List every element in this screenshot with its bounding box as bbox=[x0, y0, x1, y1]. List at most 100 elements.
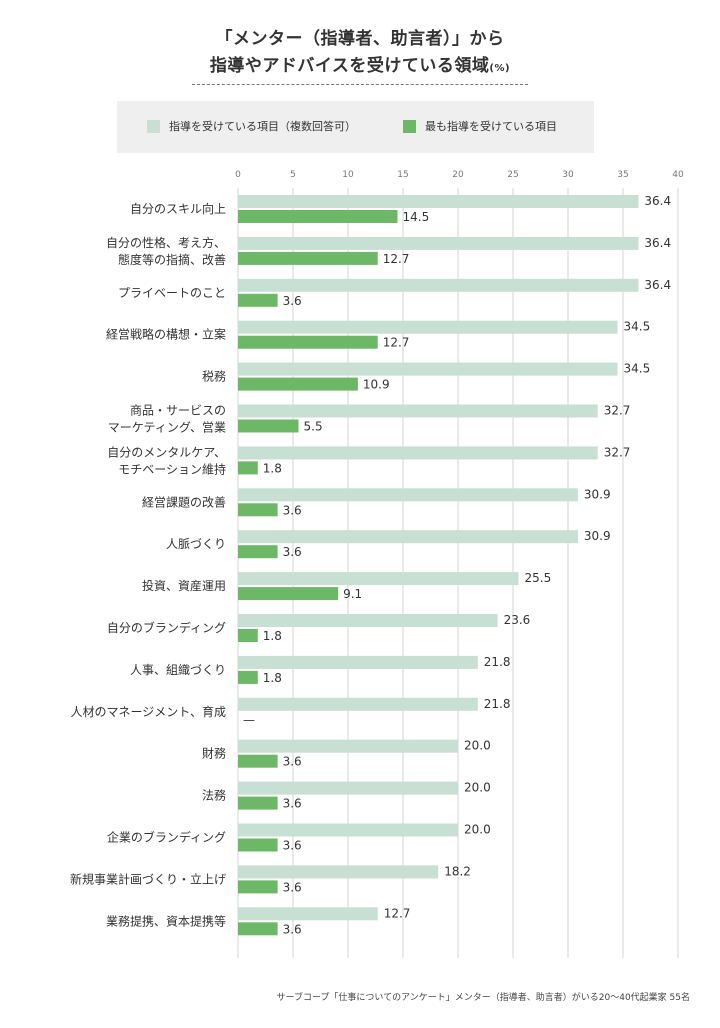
data-label-series1: 36.4 bbox=[644, 236, 671, 250]
x-tick-label: 10 bbox=[342, 170, 354, 180]
title-line-2-text: 指導やアドバイスを受けている領域 bbox=[209, 56, 490, 76]
bar-series1 bbox=[238, 530, 578, 544]
bar-series2 bbox=[238, 754, 278, 768]
bar-series2 bbox=[238, 461, 258, 475]
data-label-series2: 3.6 bbox=[283, 797, 302, 811]
data-label-series2: 1.8 bbox=[263, 461, 282, 475]
x-tick-label: 25 bbox=[507, 170, 518, 180]
bar-series2 bbox=[238, 251, 378, 265]
data-label-series2: 3.6 bbox=[283, 922, 302, 936]
x-tick-label: 15 bbox=[397, 170, 408, 180]
bar-series1 bbox=[238, 823, 458, 837]
data-label-series2: 3.6 bbox=[283, 503, 302, 517]
data-label-series2: 3.6 bbox=[283, 880, 302, 894]
source-note: サーブコープ「仕事についてのアンケート」メンター（指導者、助言者）がいる20〜4… bbox=[276, 993, 690, 1003]
legend-swatch-series1 bbox=[147, 119, 160, 133]
data-label-series2: 3.6 bbox=[283, 755, 302, 769]
bar-series1 bbox=[238, 572, 519, 586]
title-line-1: 「メンター（指導者、助言者）」から bbox=[215, 29, 505, 49]
bar-series2 bbox=[238, 545, 278, 559]
bar-series2 bbox=[238, 419, 299, 433]
category-label: 人材のマネージメント、育成 bbox=[70, 704, 226, 719]
category-label-line: モチベーション維持 bbox=[118, 461, 226, 476]
data-label-series2: 3.6 bbox=[283, 545, 302, 559]
bar-series2 bbox=[238, 210, 398, 223]
data-label-series1: 21.8 bbox=[484, 655, 511, 669]
bar-series1 bbox=[238, 278, 639, 292]
category-label: 商品・サービスのマーケティング、営業 bbox=[108, 403, 226, 435]
data-label-series2-missing: — bbox=[243, 713, 255, 727]
x-tick-label: 40 bbox=[672, 170, 684, 180]
legend-label-series2: 最も指導を受けている項目 bbox=[425, 120, 557, 133]
category-label: 経営課題の改善 bbox=[142, 494, 226, 509]
title-unit: (%) bbox=[489, 63, 511, 74]
data-label-series1: 30.9 bbox=[584, 529, 611, 543]
data-label-series1: 34.5 bbox=[624, 320, 651, 334]
bar-series2 bbox=[238, 880, 278, 894]
data-label-series2: 10.9 bbox=[363, 378, 390, 392]
x-tick-label: 35 bbox=[617, 170, 628, 180]
category-label: 自分のメンタルケア、モチベーション維持 bbox=[107, 445, 226, 476]
legend-label-series1: 指導を受けている項目（複数回答可） bbox=[169, 120, 356, 133]
data-label-series2: 1.8 bbox=[263, 629, 282, 643]
data-label-series1: 36.4 bbox=[644, 194, 671, 208]
bar-series2 bbox=[238, 838, 278, 852]
category-label: 業務提携、資本提携等 bbox=[106, 913, 226, 928]
data-label-series1: 12.7 bbox=[384, 906, 411, 920]
category-label: 税務 bbox=[202, 370, 226, 384]
bar-series2 bbox=[238, 335, 378, 349]
bar-series2 bbox=[238, 670, 258, 684]
bar-series1 bbox=[238, 236, 639, 250]
bar-series2 bbox=[238, 377, 358, 391]
title-divider bbox=[192, 84, 528, 85]
data-label-series2: 1.8 bbox=[263, 671, 282, 685]
category-label: 自分の性格、考え方、態度等の指摘、改善 bbox=[106, 235, 226, 267]
data-label-series1: 32.7 bbox=[604, 404, 631, 418]
category-label: 法務 bbox=[202, 789, 226, 803]
bar-series1 bbox=[238, 362, 618, 376]
bar-series1 bbox=[238, 739, 458, 753]
x-tick-label: 0 bbox=[235, 170, 241, 180]
x-tick-label: 5 bbox=[290, 170, 296, 180]
category-label: 人脈づくり bbox=[166, 537, 226, 551]
data-label-series1: 18.2 bbox=[444, 864, 471, 878]
bar-series1 bbox=[238, 781, 458, 795]
bar-series1 bbox=[238, 907, 378, 921]
data-label-series1: 20.0 bbox=[464, 781, 491, 795]
category-label: 経営戦略の構想・立案 bbox=[106, 327, 226, 342]
x-tick-label: 20 bbox=[452, 170, 464, 180]
bar-series2 bbox=[238, 922, 278, 936]
category-label: プライベートのこと bbox=[118, 286, 226, 300]
data-label-series2: 14.5 bbox=[403, 210, 430, 224]
bar-series1 bbox=[238, 404, 598, 418]
bar-series2 bbox=[238, 293, 278, 307]
legend-item-series1: 指導を受けている項目（複数回答可） bbox=[147, 118, 356, 134]
bar-series1 bbox=[238, 446, 598, 460]
data-label-series2: 3.6 bbox=[283, 839, 302, 853]
category-label-line: マーケティング、営業 bbox=[108, 421, 226, 435]
bar-series1 bbox=[238, 697, 478, 711]
category-label: 自分のスキル向上 bbox=[130, 201, 226, 216]
category-label-line: 自分の性格、考え方、 bbox=[106, 235, 226, 250]
bar-series1 bbox=[238, 655, 478, 669]
chart-title: 「メンター（指導者、助言者）」から 指導やアドバイスを受けている領域(%) bbox=[0, 26, 720, 82]
bar-series2 bbox=[238, 796, 278, 810]
category-label: 人事、組織づくり bbox=[130, 663, 226, 677]
bar-series1 bbox=[238, 488, 578, 502]
data-label-series1: 20.0 bbox=[464, 739, 491, 753]
data-label-series1: 25.5 bbox=[525, 571, 552, 585]
data-label-series2: 3.6 bbox=[283, 294, 302, 308]
category-label: 新規事業計画づくり・立上げ bbox=[70, 871, 226, 886]
bar-series1 bbox=[238, 195, 639, 208]
x-tick-label: 30 bbox=[562, 170, 574, 180]
category-label: 財務 bbox=[202, 746, 226, 761]
data-label-series2: 5.5 bbox=[304, 420, 323, 434]
bar-series2 bbox=[238, 587, 339, 601]
bar-series2 bbox=[238, 629, 258, 642]
category-label-line: 商品・サービスの bbox=[130, 403, 226, 418]
data-label-series2: 12.7 bbox=[383, 336, 410, 350]
data-label-series1: 30.9 bbox=[584, 487, 611, 501]
data-label-series1: 23.6 bbox=[504, 613, 531, 627]
category-label-line: 態度等の指摘、改善 bbox=[118, 252, 226, 267]
